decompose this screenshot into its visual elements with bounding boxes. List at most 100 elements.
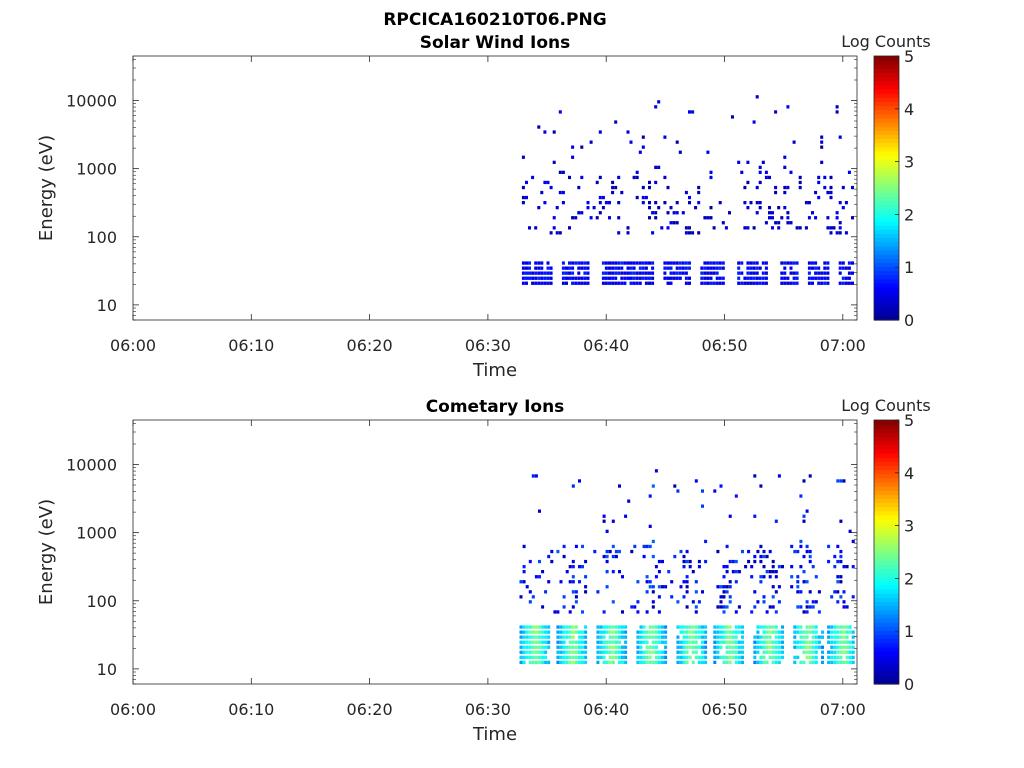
colorbar-segment: [874, 659, 899, 664]
spectrogram-cell: [728, 625, 732, 629]
spectrogram-cell: [639, 650, 643, 654]
spectrogram-cell: [602, 650, 606, 654]
spectrogram-cell: [528, 625, 532, 629]
spectrogram-cell: [638, 266, 642, 270]
spectrogram-cell: [577, 261, 581, 265]
spectrogram-cell: [541, 645, 545, 649]
spectrogram-cell: [540, 271, 544, 275]
spectrogram-cell: [811, 605, 815, 609]
spectrogram-cell: [697, 660, 701, 664]
spectrogram-cell: [786, 211, 790, 215]
spectrogram-cell: [848, 660, 852, 664]
y-axis-label: Energy (eV): [36, 499, 57, 605]
spectrogram-cell: [842, 605, 846, 609]
spectrogram-cell: [817, 281, 821, 285]
spectrogram-cell: [777, 660, 781, 664]
colorbar-segment: [874, 436, 899, 442]
spectrogram-cell: [836, 645, 840, 649]
spectrogram-cell: [839, 595, 843, 599]
colorbar-segment: [874, 601, 899, 607]
spectrogram-cell: [774, 640, 778, 644]
spectrogram-cell: [722, 565, 726, 569]
spectrogram-cell: [611, 544, 615, 549]
spectrogram-cell: [821, 645, 824, 649]
colorbar-segment: [874, 117, 899, 123]
spectrogram-cell: [755, 211, 759, 215]
spectrogram-cell: [842, 479, 846, 483]
spectrogram-cell: [688, 276, 691, 280]
spectrogram-cell: [666, 261, 670, 265]
spectrogram-cell: [654, 645, 658, 649]
colorbar-segment: [874, 679, 899, 685]
spectrogram-cell: [821, 630, 824, 634]
spectrogram-cell: [549, 231, 553, 235]
colorbar-segment: [874, 461, 899, 466]
spectrogram-cell: [758, 165, 762, 169]
spectrogram-cell: [602, 554, 606, 559]
spectrogram-cell: [728, 514, 732, 518]
spectrogram-cell: [777, 635, 781, 639]
spectrogram-cell: [581, 565, 584, 569]
spectrogram-cell: [817, 180, 821, 185]
spectrogram-cell: [685, 635, 689, 639]
panel-title: Cometary Ions: [426, 397, 565, 417]
spectrogram-cell: [768, 605, 772, 609]
spectrogram-cell: [823, 276, 827, 280]
spectrogram-cell: [847, 276, 851, 280]
colorbar-segment: [874, 303, 899, 309]
spectrogram-cell: [734, 610, 738, 614]
spectrogram-cell: [722, 595, 726, 599]
spectrogram-cell: [654, 655, 658, 659]
spectrogram-cell: [519, 630, 523, 634]
colorbar-segment: [874, 634, 899, 640]
spectrogram-cell: [758, 170, 762, 174]
colorbar-segment: [874, 593, 899, 598]
spectrogram-cell: [701, 489, 704, 493]
spectrogram-cell: [712, 261, 716, 265]
spectrogram-cell: [838, 135, 842, 139]
spectrogram-cell: [571, 559, 575, 564]
spectrogram-cell: [654, 201, 658, 205]
spectrogram-cell: [614, 554, 618, 559]
spectrogram-cell: [808, 655, 812, 659]
colorbar-segment: [874, 266, 899, 272]
spectrogram-cell: [781, 645, 784, 649]
spectrogram-cell: [577, 211, 581, 215]
spectrogram-cell: [568, 580, 572, 584]
spectrogram-cell: [534, 635, 538, 639]
spectrogram-cell: [740, 281, 744, 285]
spectrogram-cell: [648, 585, 652, 589]
colorbar-segment: [874, 646, 899, 652]
spectrogram-cell: [601, 281, 605, 285]
colorbar-segment: [874, 424, 899, 429]
spectrogram-cell: [808, 640, 812, 644]
spectrogram-cell: [645, 544, 649, 549]
spectrogram-cell: [774, 610, 778, 614]
spectrogram-cell: [688, 195, 691, 200]
spectrogram-cell: [755, 185, 759, 190]
spectrogram-cell: [805, 655, 809, 659]
spectrogram-cell: [558, 231, 562, 235]
spectrogram-cell: [565, 276, 568, 280]
x-tick-label: 06:40: [583, 700, 629, 719]
y-axis-label: Energy (eV): [36, 135, 57, 241]
colorbar-segment: [874, 514, 899, 520]
spectrogram-cell: [648, 635, 652, 639]
spectrogram-cell: [805, 509, 809, 513]
spectrogram-cell: [716, 635, 720, 639]
spectrogram-cell: [704, 625, 708, 629]
spectrogram-cell: [577, 185, 581, 190]
spectrogram-cell: [531, 474, 535, 478]
spectrogram-cell: [561, 281, 565, 285]
spectrogram-cell: [721, 266, 725, 270]
spectrogram-cell: [811, 211, 814, 215]
spectrogram-cell: [807, 266, 811, 270]
colorbar-segment: [874, 494, 899, 499]
spectrogram-cell: [574, 625, 578, 629]
spectrogram-cell: [621, 645, 624, 649]
spectrogram-cell: [836, 660, 840, 664]
spectrogram-cell: [713, 635, 717, 639]
spectrogram-cell: [676, 635, 680, 639]
spectrogram-cell: [642, 554, 646, 559]
spectrogram-cell: [574, 660, 578, 664]
